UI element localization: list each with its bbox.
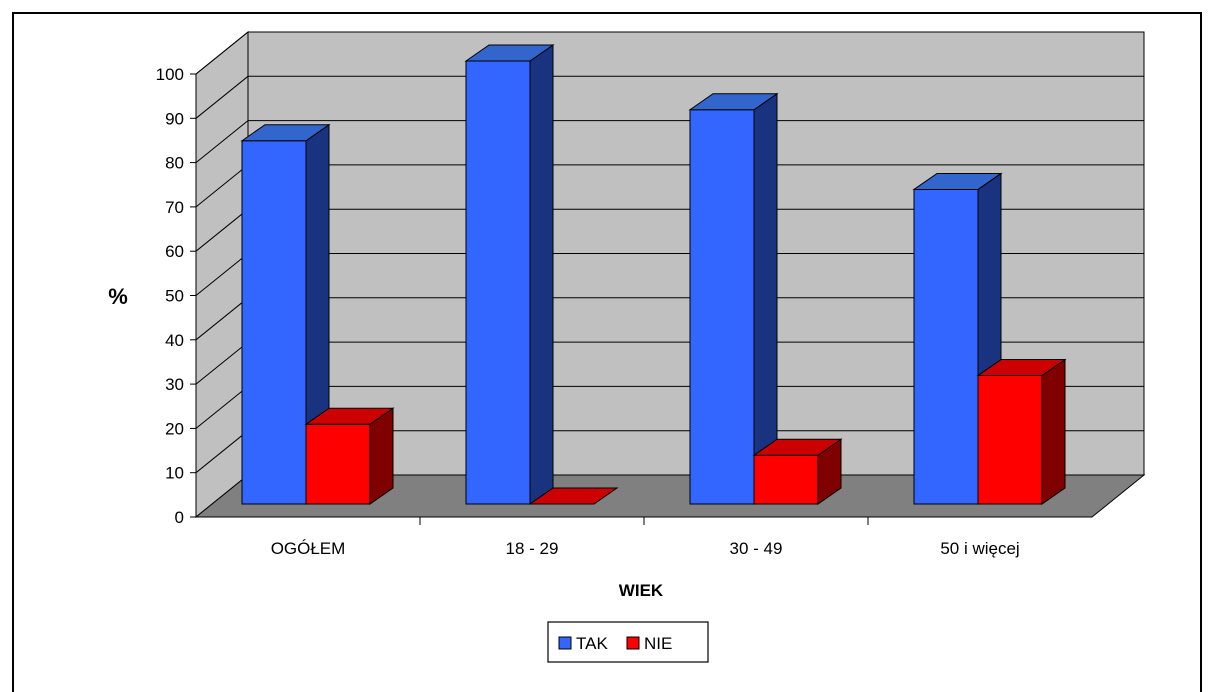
legend: TAK NIE xyxy=(547,621,709,663)
gridline-side xyxy=(195,430,249,474)
x-axis-label: WIEK xyxy=(619,581,664,600)
bar-tak-0 xyxy=(240,123,331,505)
y-tick-label: 30 xyxy=(165,375,184,394)
bar-nie-3 xyxy=(976,358,1067,505)
bar-nie-0 xyxy=(304,407,395,505)
gridline-side xyxy=(195,208,249,252)
bar-top xyxy=(528,487,619,505)
bar-side xyxy=(1041,358,1066,505)
x-tick-label: 30 - 49 xyxy=(730,539,783,558)
bar-tak-1 xyxy=(464,44,555,505)
bar-front xyxy=(465,60,531,505)
bar-front xyxy=(913,188,979,505)
gridline-side xyxy=(195,120,249,163)
bar-top xyxy=(688,93,779,111)
legend-label-nie: NIE xyxy=(644,634,672,653)
legend-swatch-tak xyxy=(558,636,572,650)
bar-top xyxy=(912,172,1003,190)
x-tick-label: OGÓŁEM xyxy=(271,539,346,558)
bar-front xyxy=(689,109,755,505)
bar-top xyxy=(240,124,331,142)
legend-label-tak: TAK xyxy=(576,634,608,653)
bar-nie-2 xyxy=(752,438,843,505)
bar-nie-1 xyxy=(528,487,619,505)
bar-front xyxy=(241,140,307,505)
bar-front xyxy=(305,423,371,505)
y-tick-label: 70 xyxy=(165,198,184,217)
x-tick-label: 18 - 29 xyxy=(506,539,559,558)
bar-front xyxy=(753,454,819,505)
y-tick-label: 60 xyxy=(165,242,184,261)
gridline-side xyxy=(195,75,249,119)
y-tick-label: 10 xyxy=(165,464,184,483)
bar-top xyxy=(976,359,1067,377)
y-tick-label: 40 xyxy=(165,331,184,350)
gridline-side xyxy=(195,164,249,208)
gridline-side xyxy=(195,341,249,385)
bar-top xyxy=(752,438,843,456)
bar-tak-2 xyxy=(688,92,779,505)
bar-side xyxy=(529,44,554,505)
y-tick-label: 0 xyxy=(175,508,184,527)
gridline-side xyxy=(195,31,249,75)
gridline-side xyxy=(195,386,249,429)
bar-front xyxy=(977,375,1043,505)
y-axis-label: % xyxy=(108,284,128,309)
bar-side xyxy=(369,407,394,505)
x-tick-label: 50 i więcej xyxy=(940,539,1019,558)
y-tick-label: 20 xyxy=(165,419,184,438)
y-tick-label: 80 xyxy=(165,154,184,173)
bar-top xyxy=(464,44,555,62)
gridline-side xyxy=(195,253,249,296)
y-tick-label: 100 xyxy=(156,65,184,84)
y-tick-label: 50 xyxy=(165,287,184,306)
legend-swatch-nie xyxy=(626,636,640,650)
gridline-side xyxy=(195,297,249,341)
bar-top xyxy=(304,407,395,425)
y-tick-label: 90 xyxy=(165,109,184,128)
